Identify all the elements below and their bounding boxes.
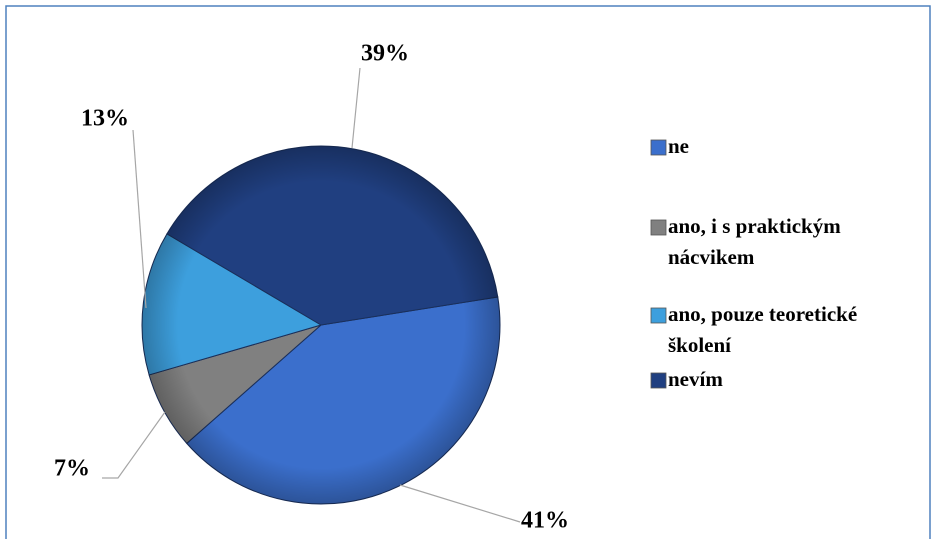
pie (141, 145, 501, 505)
leader-line (399, 484, 521, 523)
legend-label: ano, i s praktickým nácvikem (668, 214, 841, 269)
data-label: 13% (81, 106, 129, 132)
legend-swatch (650, 219, 667, 236)
labels: 41% 7% 13% 39% (54, 41, 569, 534)
legend-swatch (650, 372, 667, 389)
data-label: 41% (521, 508, 569, 534)
chart-border (5, 5, 931, 539)
leader-line (132, 129, 147, 309)
legend-label: nevím (668, 367, 723, 391)
legend-swatch (650, 307, 667, 324)
legend-label: ano, pouze teoretické školení (668, 302, 857, 357)
data-label: 7% (54, 456, 90, 482)
leader-line (102, 411, 166, 479)
leader-line (351, 67, 361, 149)
legend-label: ne (668, 134, 689, 158)
legend: ne ano, i s praktickým nácvikem ano, pouze … (650, 134, 857, 391)
legend-swatch (650, 139, 667, 156)
data-label: 39% (361, 41, 409, 67)
